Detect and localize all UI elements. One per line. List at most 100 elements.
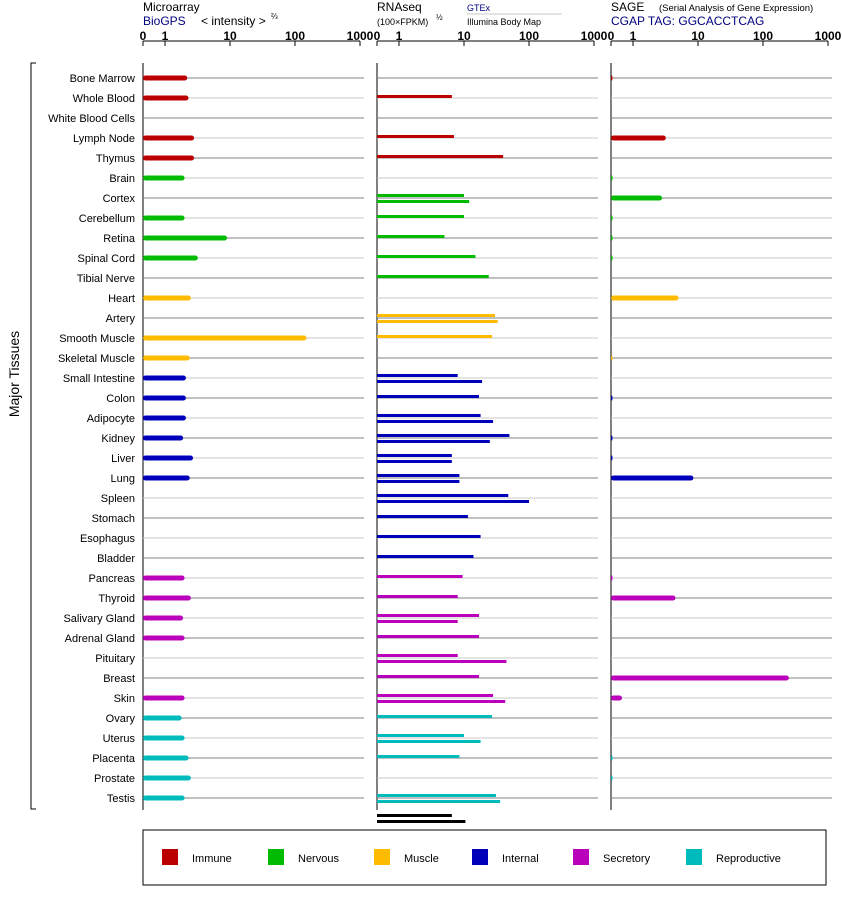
bar — [611, 395, 613, 401]
bar — [377, 335, 493, 338]
bar — [611, 755, 613, 761]
bar — [611, 455, 613, 461]
bar — [377, 440, 490, 443]
bar — [377, 200, 470, 203]
x-tick-label: 10 — [691, 29, 705, 43]
tissue-label: White Blood Cells — [48, 113, 135, 125]
bar — [611, 775, 613, 781]
bar — [143, 595, 191, 601]
tissue-label: Adipocyte — [87, 413, 135, 425]
legend-swatch — [472, 849, 488, 865]
bar — [377, 474, 460, 477]
bar — [377, 275, 489, 278]
panel-headers: Microarray BioGPS < intensity > ⅔ RNAseq… — [143, 0, 813, 28]
bar — [377, 95, 452, 98]
bar — [611, 75, 613, 81]
tissue-label: Retina — [103, 233, 136, 245]
bar — [377, 740, 481, 743]
legend-label: Muscle — [404, 853, 439, 865]
legend: Immune Nervous Muscle Internal Secretory Repr… — [162, 849, 781, 865]
legend-swatch — [268, 849, 284, 865]
row-labels: Bone Marrow Whole Blood White Blood Cells L… — [48, 73, 136, 805]
legend-swatch — [374, 849, 390, 865]
tissue-label: Salivary Gland — [63, 613, 135, 625]
illumina-label: Illumina Body Map — [467, 17, 541, 27]
tissue-label: Small Intestine — [63, 373, 135, 385]
bar — [377, 454, 452, 457]
bar — [611, 215, 613, 221]
bar — [611, 295, 679, 301]
x-tick-label: 10 — [457, 29, 471, 43]
bar — [611, 695, 622, 701]
bar — [377, 654, 458, 657]
tissue-label: Heart — [108, 293, 135, 305]
bar — [377, 255, 476, 258]
bar — [143, 455, 194, 461]
bar — [377, 414, 481, 417]
tissue-label: Testis — [107, 793, 136, 805]
x-tick-label: 100 — [519, 29, 539, 43]
bar — [377, 235, 445, 238]
bar — [143, 735, 185, 741]
bar — [377, 500, 529, 503]
tissue-label: Placenta — [92, 753, 136, 765]
bar — [143, 295, 191, 301]
tissue-label: Brain — [109, 173, 135, 185]
x-tick-label: 1 — [630, 29, 637, 43]
x-tick-label: 100 — [753, 29, 773, 43]
biogps-link[interactable]: BioGPS — [143, 14, 186, 28]
tissue-label: Bladder — [97, 553, 135, 565]
tissue-label: Kidney — [101, 433, 135, 445]
microarray-scale-note: < intensity > — [201, 14, 266, 28]
tissue-label: Prostate — [94, 773, 135, 785]
x-tick-label: 100 — [285, 29, 305, 43]
bar — [143, 375, 186, 381]
bar — [143, 435, 184, 441]
bar — [377, 755, 460, 758]
bar — [143, 575, 185, 581]
gtex-link[interactable]: GTEx — [467, 3, 491, 13]
bars — [143, 75, 789, 823]
bar — [143, 695, 185, 701]
tissue-label: Artery — [106, 313, 136, 325]
x-tick-label: 1000 — [347, 29, 374, 43]
tissue-label: Skin — [114, 693, 135, 705]
tissue-label: Lung — [111, 473, 135, 485]
x-tick-label: 0 — [140, 29, 147, 43]
bar — [143, 715, 182, 721]
bar — [377, 460, 452, 463]
tissue-label: Spinal Cord — [78, 253, 135, 265]
legend-label: Secretory — [603, 853, 651, 865]
bar — [377, 694, 494, 697]
legend-swatch — [162, 849, 178, 865]
tissue-label: Tibial Nerve — [77, 273, 135, 285]
panel-title-rnaseq: RNAseq — [377, 0, 422, 14]
x-tick-label: 1 — [396, 29, 403, 43]
bar — [143, 215, 185, 221]
major-tissues-label: Major Tissues — [6, 331, 22, 417]
legend-swatch — [686, 849, 702, 865]
sage-subtitle: (Serial Analysis of Gene Expression) — [659, 3, 813, 14]
bar — [377, 734, 464, 737]
cgap-link[interactable]: CGAP TAG: GGCACCTCAG — [611, 14, 764, 28]
tissue-label: Liver — [111, 453, 135, 465]
axes: 0 1 10 100 1000 0 1 10 100 1000 0 1 10 100 1000 — [140, 29, 842, 810]
bar — [611, 575, 613, 581]
bar — [377, 595, 458, 598]
bar — [377, 194, 464, 197]
bar — [377, 380, 483, 383]
x-tick-label: 1 — [162, 29, 169, 43]
tissue-label: Cerebellum — [79, 213, 135, 225]
bar — [143, 355, 190, 361]
bar — [377, 320, 498, 323]
tissue-label: Adrenal Gland — [65, 633, 135, 645]
bar — [377, 395, 479, 398]
bar — [611, 175, 613, 181]
bar — [377, 614, 479, 617]
major-tissues-bracket — [30, 62, 36, 810]
legend-label: Internal — [502, 853, 539, 865]
x-tick-label: 1000 — [581, 29, 608, 43]
tissue-label: Uterus — [103, 733, 136, 745]
bar — [377, 135, 454, 138]
